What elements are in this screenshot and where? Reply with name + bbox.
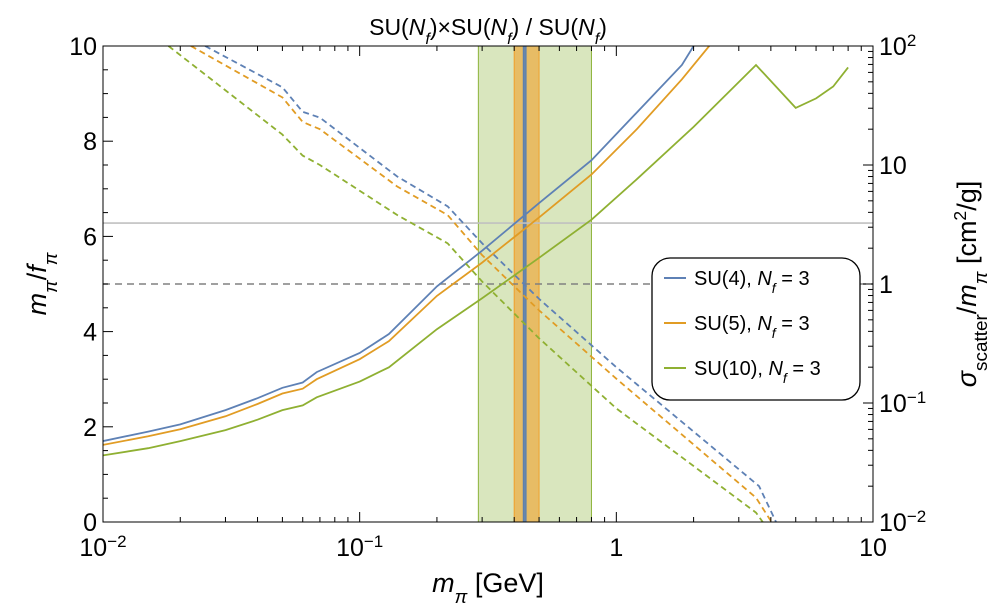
y-left-axis-label-part: f (22, 263, 52, 273)
x-tick-label: 1 (609, 534, 623, 562)
y-right-tick-label-exp: −2 (907, 507, 926, 526)
chart-title-part: f (595, 30, 601, 48)
chart-title: SU(Nf)×SU(Nf) / SU(Nf) (369, 14, 607, 48)
legend-label-0-part: f (772, 280, 778, 296)
y-right-axis-label-part: / (952, 306, 982, 314)
x-axis-label-part: m (432, 568, 455, 598)
y-right-tick-label-base: 10 (879, 33, 907, 61)
chart-title-part: ) (599, 14, 607, 40)
x-tick-label-base: 10 (79, 534, 107, 562)
legend-label-1-part: f (772, 325, 778, 341)
x-axis-label: mπ [GeV] (432, 568, 544, 608)
y-right-axis-label-part: m (952, 284, 982, 307)
legend-label-2-part: N (768, 358, 783, 380)
y-right-tick-label: 102 (879, 31, 916, 62)
y-right-tick-label: 1 (879, 271, 893, 299)
series-layer (103, 46, 849, 522)
series-1-solid-line (103, 46, 710, 446)
y-left-axis-label-part: π (41, 280, 62, 293)
x-axis-label-part: π (455, 587, 468, 608)
y-right-axis-label-part: σ (952, 369, 982, 387)
y-right-axis-label-part: scatter (971, 314, 992, 371)
y-right-tick-label-base: 10 (879, 390, 907, 418)
series-2-solid-line (103, 63, 849, 457)
y-right-tick-label: 10−2 (879, 507, 926, 538)
chart-title-part: f (425, 30, 431, 48)
x-tick-label-base: 1 (609, 534, 623, 562)
y-right-axis-label-part: [cm (952, 221, 982, 272)
y-left-axis-label-part: m (22, 293, 52, 316)
ticks-layer (102, 45, 873, 523)
y-right-tick-label: 10−1 (879, 388, 926, 419)
y-right-tick-label-exp: −1 (907, 388, 926, 407)
series-2-dashed-line (167, 46, 764, 522)
legend-label-1: SU(5), Nf = 3 (694, 313, 810, 341)
chart-title-part: ) / SU( (512, 14, 579, 40)
series-0-solid-line (103, 46, 695, 442)
x-tick-label-exp: −1 (364, 532, 383, 551)
legend-box (651, 257, 861, 401)
y-left-tick-label: 2 (83, 414, 97, 442)
labels-layer: 10−2 10−1 1 10024681010−210−1110102SU(Nf)×S… (22, 14, 992, 608)
x-axis-label-part: [GeV] (467, 568, 544, 598)
chart-title-part: N (578, 14, 595, 40)
x-tick-label-exp: −2 (107, 532, 126, 551)
chart-title-part: N (409, 14, 426, 40)
legend-label-2: SU(10), Nf = 3 (694, 358, 821, 386)
y-right-tick-label-base: 1 (879, 271, 893, 299)
legend-label-1-part: N (757, 313, 772, 335)
x-tick-label: 10−2 (79, 532, 126, 563)
legend-label-2-part: f (783, 370, 789, 386)
y-left-axis-label-part: / (22, 272, 52, 280)
x-tick-label: 10−1 (336, 532, 383, 563)
y-right-axis-label-part: π (971, 271, 992, 284)
y-right-axis-label-part: 2 (950, 211, 970, 221)
legend-label-0-part: SU(4), (694, 268, 757, 290)
x-tick-label-base: 10 (859, 534, 887, 562)
y-left-axis-label: mπ/fπ (22, 252, 62, 315)
y-right-axis-label: σscatter/mπ [cm2/g] (950, 181, 992, 387)
y-left-tick-label: 8 (83, 128, 97, 156)
legend-label-1-part: SU(5), (694, 313, 757, 335)
legend-label-0: SU(4), Nf = 3 (694, 268, 810, 296)
legend-label-1-part: = 3 (776, 313, 810, 335)
legend-label-2-part: = 3 (787, 358, 821, 380)
legend-label-2-part: SU(10), (694, 358, 768, 380)
chart-title-part: )×SU( (430, 14, 491, 40)
x-tick-label: 10 (859, 534, 887, 562)
chart-title-part: SU( (369, 14, 409, 40)
legend: SU(4), Nf = 3SU(5), Nf = 3SU(10), Nf = 3 (651, 257, 861, 401)
y-right-tick-label-base: 10 (879, 509, 907, 537)
y-right-tick-label: 10 (879, 152, 907, 180)
y-left-tick-label: 6 (83, 223, 97, 251)
legend-label-0-part: N (757, 268, 772, 290)
y-left-tick-label: 4 (83, 319, 97, 347)
y-left-axis-label-part: π (41, 252, 62, 265)
y-right-tick-label-exp: 2 (907, 31, 916, 50)
chart-title-part: N (491, 14, 508, 40)
x-tick-label-base: 10 (336, 534, 364, 562)
chart-title-part: f (507, 30, 513, 48)
y-left-tick-label: 10 (69, 33, 97, 61)
legend-label-0-part: = 3 (776, 268, 810, 290)
y-right-tick-label-base: 10 (879, 152, 907, 180)
series-0-dashed-line (204, 46, 778, 522)
y-right-axis-label-part: /g] (952, 181, 982, 211)
y-left-tick-label: 0 (83, 509, 97, 537)
